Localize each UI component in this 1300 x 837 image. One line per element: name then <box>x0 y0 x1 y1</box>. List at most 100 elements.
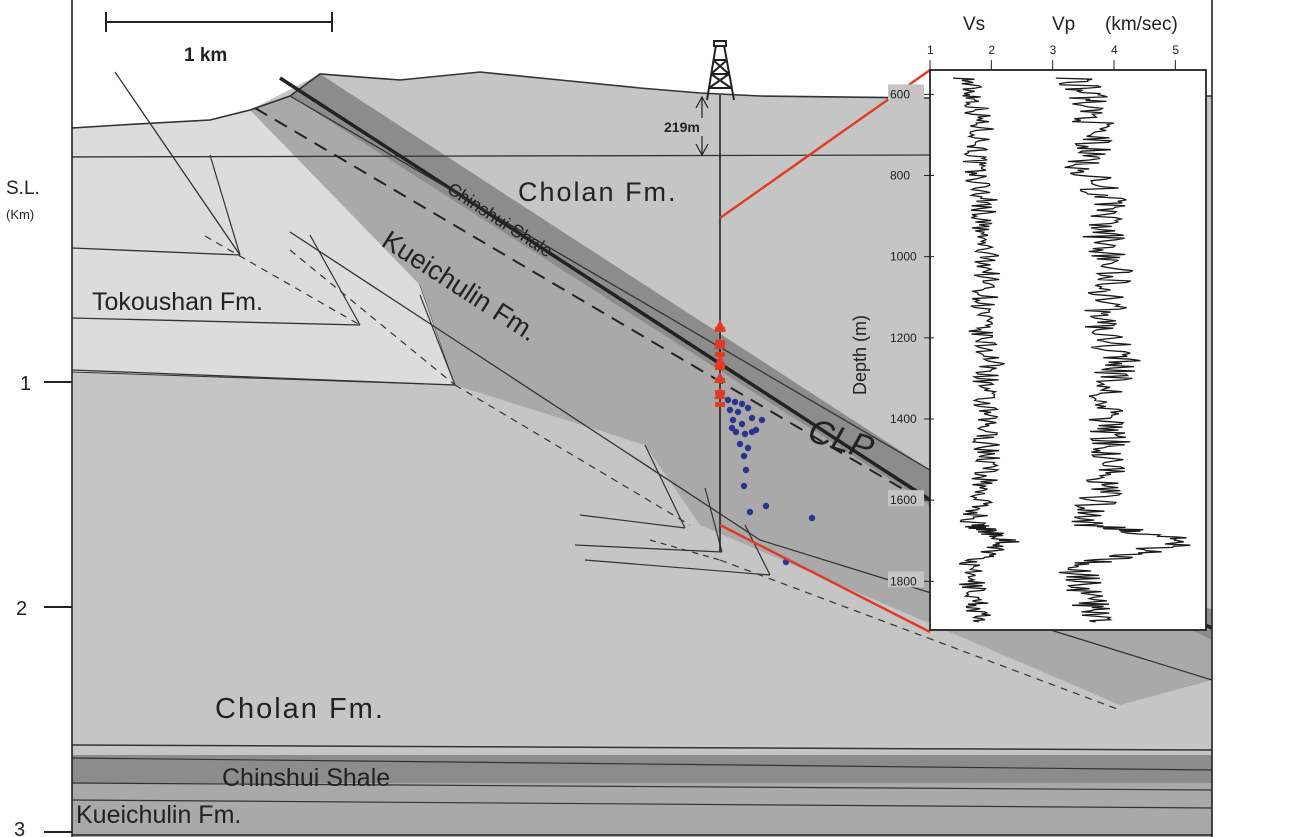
log-y-tick-bg <box>888 246 924 263</box>
sensor-marker <box>715 365 725 370</box>
log-panel-background <box>929 69 1207 631</box>
log-x-tick-label: 3 <box>1050 43 1057 57</box>
seismic-event-dot <box>731 398 739 406</box>
sensor-markers <box>714 320 726 407</box>
seismic-event-dot <box>746 508 754 516</box>
seismic-event-dot <box>752 426 760 434</box>
duplex-line-1 <box>644 444 686 529</box>
drilling-rig-icon <box>706 40 735 101</box>
seismic-event-dot <box>758 416 766 424</box>
dashed-contact-c <box>454 384 691 526</box>
dashed-contact-b <box>289 249 456 386</box>
log-y-ticks: 600 800 1000 1200 1400 1600 1800 <box>888 84 934 588</box>
sensor-marker <box>715 327 725 332</box>
sensor-marker <box>715 340 725 345</box>
tokoushan-base-1 <box>72 247 241 256</box>
base-contact-4 <box>72 799 1212 809</box>
label-cholan-upper: Cholan Fm. <box>518 177 678 207</box>
velocity-trace-vs <box>952 77 1020 623</box>
seismic-event-dot <box>742 466 750 474</box>
cross-section-body: 219m Cholan Fm. Tokoushan Fm. Cholan Fm.… <box>72 0 1212 837</box>
seismic-event-dot <box>728 424 736 432</box>
dashed-contact-d <box>719 559 1121 711</box>
kueichulin-base-layer <box>72 783 1212 837</box>
seismic-event-dot <box>744 404 752 412</box>
log-y-axis-label: Depth (m) <box>850 315 870 395</box>
duplex-line-4 <box>574 544 723 553</box>
offset-arrow-bottom <box>695 143 709 157</box>
scale-bar-label: 1 km <box>184 45 227 66</box>
scale-bar <box>105 12 333 32</box>
sky-area <box>72 0 1212 128</box>
vp-label: Vp <box>1052 14 1075 35</box>
log-y-tick-bg <box>888 408 924 425</box>
kueichulin-base-contact <box>289 231 761 541</box>
event-dots <box>724 396 816 566</box>
offset-arrow-top <box>695 95 709 109</box>
zoom-line-bottom <box>719 523 931 634</box>
dashed-contact-a <box>204 235 361 326</box>
sensor-marker <box>715 402 725 407</box>
sensor-marker <box>715 352 725 357</box>
sea-level-label: S.L. <box>6 178 40 199</box>
base-contact-1 <box>72 744 1212 751</box>
seismic-event-dot <box>740 452 748 460</box>
tokoushan-base-3 <box>72 369 456 386</box>
seismic-event-dot <box>738 420 746 428</box>
log-y-tick-bg <box>888 327 924 344</box>
label-chinshui-base: Chinshui Shale <box>222 764 390 792</box>
chinshui-top-contact <box>279 76 931 502</box>
seismic-event-dot <box>729 416 737 424</box>
log-y-tick-label: 1400 <box>890 412 917 426</box>
log-y-tick-label: 800 <box>890 169 910 183</box>
log-y-tick-bg <box>888 165 924 182</box>
log-x-ticks: 1 2 3 4 5 <box>927 43 1179 70</box>
kueichulin-upper-contact <box>289 95 931 471</box>
log-y-tick-bg <box>888 84 924 101</box>
depth-ticks <box>44 381 72 833</box>
tokoushan-base-2 <box>72 317 361 326</box>
sensor-marker <box>714 355 726 366</box>
log-y-tick-bg <box>888 490 924 507</box>
log-x-tick-label: 5 <box>1172 43 1179 57</box>
fault-line-1 <box>114 71 241 256</box>
duplex-line-7 <box>649 539 721 561</box>
duplex-line-3 <box>704 487 723 553</box>
log-y-tick-label: 1800 <box>890 574 917 588</box>
log-y-tick-label: 1200 <box>890 331 917 345</box>
seismic-event-dot <box>808 514 816 522</box>
log-y-tick-bg <box>888 571 924 588</box>
offset-label-bg <box>663 118 717 136</box>
label-cholan-lower: Cholan Fm. <box>215 693 385 725</box>
seismic-event-dot <box>748 414 756 422</box>
depth-tick-1: 1 <box>20 373 31 395</box>
log-x-tick-label: 2 <box>988 43 995 57</box>
log-y-tick-label: 1600 <box>890 493 917 507</box>
seismic-event-dot <box>741 430 749 438</box>
log-x-tick-label: 1 <box>927 43 934 57</box>
seismic-event-dot <box>744 444 752 452</box>
seismic-event-dot <box>738 400 746 408</box>
log-y-tick-label: 600 <box>890 87 910 101</box>
velocity-log-traces <box>952 77 1191 623</box>
duplex-line-2 <box>579 514 686 529</box>
label-tokoushan: Tokoushan Fm. <box>92 288 263 316</box>
seismic-event-dot <box>762 502 770 510</box>
base-contact-2 <box>72 757 1212 771</box>
velocity-unit-label: (km/sec) <box>1105 14 1178 35</box>
duplex-line-6 <box>584 559 771 576</box>
seismic-event-dot <box>734 408 742 416</box>
depth-tick-2: 2 <box>16 598 27 620</box>
fault-line-2 <box>209 154 241 256</box>
sensor-marker <box>715 378 725 383</box>
offset-label: 219m <box>664 119 700 135</box>
depth-tick-3: 3 <box>14 819 25 837</box>
sensor-marker <box>715 390 725 395</box>
velocity-trace-vp <box>1055 77 1191 623</box>
seismic-event-dot <box>732 428 740 436</box>
base-contact-3 <box>72 782 1212 791</box>
seismic-event-dot <box>726 406 734 414</box>
chinshui-base-dashed <box>254 107 931 506</box>
vs-label: Vs <box>963 14 985 35</box>
